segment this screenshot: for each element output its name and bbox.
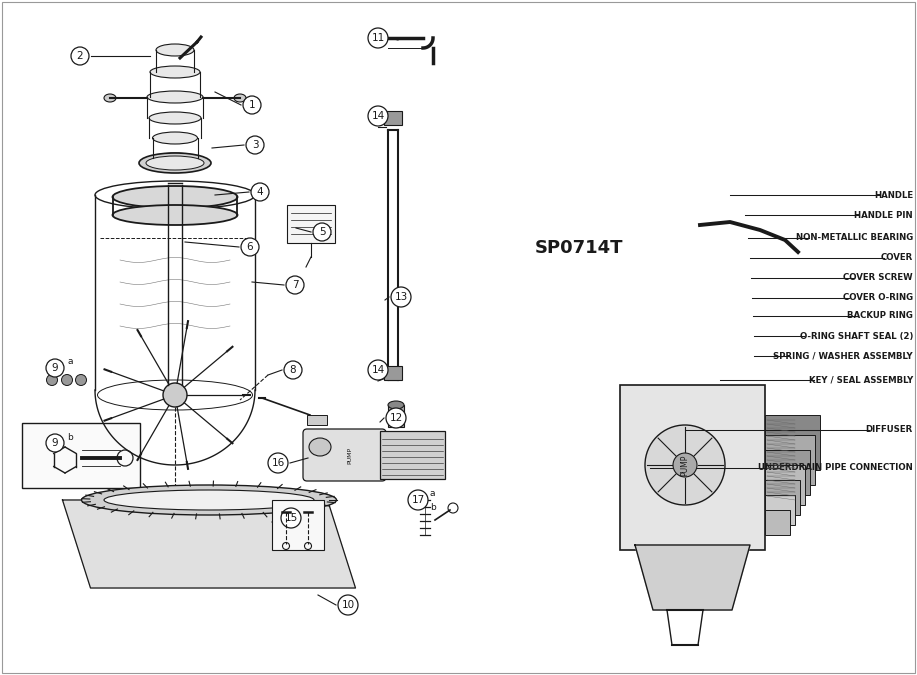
- Text: KEY / SEAL ASSEMBLY: KEY / SEAL ASSEMBLY: [809, 375, 913, 385]
- Ellipse shape: [82, 485, 337, 515]
- Text: a: a: [430, 489, 436, 499]
- Text: 14: 14: [371, 365, 384, 375]
- Text: b: b: [430, 502, 436, 512]
- Ellipse shape: [139, 153, 211, 173]
- Text: PUMP: PUMP: [348, 446, 352, 464]
- Text: SP0714T: SP0714T: [535, 239, 624, 257]
- Circle shape: [251, 183, 269, 201]
- Bar: [765, 510, 790, 535]
- Text: 5: 5: [319, 227, 326, 237]
- Ellipse shape: [147, 91, 203, 103]
- Bar: [22, 423, 140, 488]
- Text: 13: 13: [394, 292, 408, 302]
- Ellipse shape: [113, 186, 238, 208]
- Polygon shape: [62, 500, 356, 588]
- Ellipse shape: [104, 490, 314, 510]
- Bar: [384, 366, 402, 380]
- Circle shape: [284, 361, 302, 379]
- Circle shape: [71, 47, 89, 65]
- Circle shape: [46, 359, 64, 377]
- Circle shape: [241, 238, 259, 256]
- Text: 9: 9: [51, 363, 59, 373]
- Bar: [388, 405, 404, 427]
- Text: 16: 16: [271, 458, 284, 468]
- Circle shape: [47, 375, 58, 385]
- Text: 10: 10: [341, 600, 355, 610]
- Ellipse shape: [234, 94, 246, 102]
- Text: O-RING SHAFT SEAL (2): O-RING SHAFT SEAL (2): [800, 331, 913, 340]
- Bar: [765, 465, 805, 505]
- Ellipse shape: [113, 205, 238, 225]
- Text: COVER SCREW: COVER SCREW: [844, 273, 913, 283]
- Circle shape: [673, 453, 697, 477]
- Bar: [765, 435, 815, 485]
- Text: PUMP: PUMP: [680, 454, 690, 476]
- Polygon shape: [635, 545, 750, 610]
- Text: UNDERDRAIN PIPE CONNECTION: UNDERDRAIN PIPE CONNECTION: [758, 464, 913, 472]
- Bar: [765, 495, 795, 525]
- Text: COVER O-RING: COVER O-RING: [843, 294, 913, 302]
- Ellipse shape: [104, 94, 116, 102]
- Bar: [620, 385, 765, 550]
- Text: 6: 6: [247, 242, 253, 252]
- Text: 15: 15: [284, 513, 298, 523]
- Text: 14: 14: [371, 111, 384, 121]
- Text: 4: 4: [257, 187, 263, 197]
- Bar: [765, 415, 820, 470]
- Circle shape: [163, 383, 187, 407]
- Bar: [287, 205, 335, 243]
- Ellipse shape: [150, 66, 200, 78]
- Text: 8: 8: [290, 365, 296, 375]
- Ellipse shape: [156, 44, 194, 56]
- Circle shape: [281, 508, 301, 528]
- Circle shape: [75, 375, 86, 385]
- Circle shape: [246, 136, 264, 154]
- Circle shape: [268, 453, 288, 473]
- Text: a: a: [67, 358, 72, 367]
- Text: DIFFUSER: DIFFUSER: [866, 425, 913, 435]
- Circle shape: [645, 425, 725, 505]
- Ellipse shape: [388, 401, 404, 409]
- Bar: [307, 415, 327, 425]
- Circle shape: [338, 595, 358, 615]
- Text: 11: 11: [371, 33, 384, 43]
- Bar: [765, 480, 800, 515]
- Circle shape: [368, 28, 388, 48]
- Circle shape: [368, 360, 388, 380]
- Text: 1: 1: [249, 100, 255, 110]
- FancyBboxPatch shape: [303, 429, 386, 481]
- Ellipse shape: [152, 153, 197, 163]
- Text: BACKUP RING: BACKUP RING: [847, 311, 913, 321]
- Text: NON-METALLIC BEARING: NON-METALLIC BEARING: [796, 234, 913, 242]
- Circle shape: [391, 287, 411, 307]
- Text: COVER: COVER: [880, 254, 913, 263]
- Circle shape: [46, 434, 64, 452]
- Circle shape: [61, 375, 72, 385]
- Text: 3: 3: [251, 140, 259, 150]
- Circle shape: [386, 408, 406, 428]
- Text: SPRING / WASHER ASSEMBLY: SPRING / WASHER ASSEMBLY: [773, 352, 913, 360]
- Text: 2: 2: [77, 51, 83, 61]
- Bar: [380, 431, 445, 479]
- Text: 17: 17: [412, 495, 425, 505]
- Bar: [272, 500, 324, 550]
- Circle shape: [243, 96, 261, 114]
- Ellipse shape: [152, 132, 197, 144]
- Circle shape: [368, 106, 388, 126]
- Text: 12: 12: [390, 413, 403, 423]
- Text: HANDLE: HANDLE: [874, 190, 913, 200]
- Ellipse shape: [309, 438, 331, 456]
- Text: b: b: [67, 433, 72, 441]
- Circle shape: [408, 490, 428, 510]
- Text: 7: 7: [292, 280, 298, 290]
- Ellipse shape: [146, 156, 204, 170]
- Text: HANDLE PIN: HANDLE PIN: [855, 211, 913, 219]
- Bar: [765, 450, 810, 495]
- Text: 9: 9: [51, 438, 59, 448]
- Ellipse shape: [149, 112, 201, 124]
- Circle shape: [286, 276, 304, 294]
- Circle shape: [313, 223, 331, 241]
- Bar: [384, 111, 402, 125]
